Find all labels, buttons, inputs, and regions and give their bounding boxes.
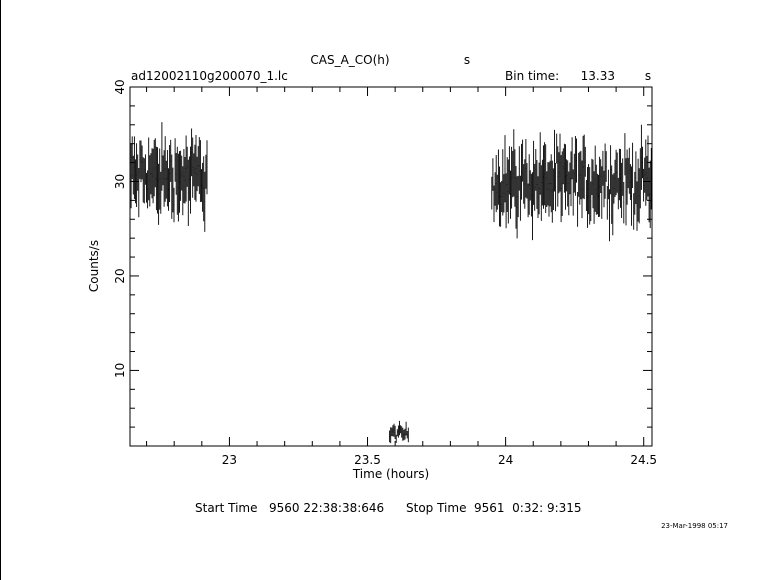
y-tick-label: 10 — [113, 363, 127, 378]
y-tick-label: 40 — [113, 79, 127, 94]
axis-ticks: 23 23.5 24 24.5 10 20 30 40 — [113, 79, 657, 467]
x-tick-label: 24.5 — [630, 453, 657, 467]
start-time-label: Start Time — [195, 501, 258, 515]
y-tick-label: 30 — [113, 174, 127, 189]
stop-time-value: 9561 0:32: 9:315 — [474, 501, 582, 515]
x-tick-label: 24 — [498, 453, 513, 467]
title-unit: s — [464, 53, 470, 67]
stop-time-label: Stop Time — [406, 501, 466, 515]
data-series — [129, 122, 652, 444]
data-segment-3 — [491, 124, 652, 242]
x-axis-label: Time (hours) — [352, 467, 429, 481]
plot-border — [129, 86, 653, 447]
x-tick-label: 23 — [222, 453, 237, 467]
plot-frame — [129, 86, 653, 447]
footer-date: 23-Mar-1998 05:17 — [661, 522, 728, 530]
bin-time-value: 13.33 — [581, 69, 615, 83]
data-segment-1 — [129, 122, 208, 232]
chart-title: CAS_A_CO(h) — [310, 53, 389, 67]
x-tick-label: 23.5 — [354, 453, 381, 467]
start-time-value: 9560 22:38:38:646 — [269, 501, 384, 515]
data-segment-2 — [389, 420, 409, 444]
left-border-line — [0, 0, 1, 580]
file-label: ad12002110g200070_1.lc — [131, 69, 288, 83]
bin-time-unit: s — [645, 69, 651, 83]
bin-time-label: Bin time: — [505, 69, 559, 83]
y-tick-label: 20 — [113, 268, 127, 283]
y-axis-label: Counts/s — [87, 240, 101, 292]
